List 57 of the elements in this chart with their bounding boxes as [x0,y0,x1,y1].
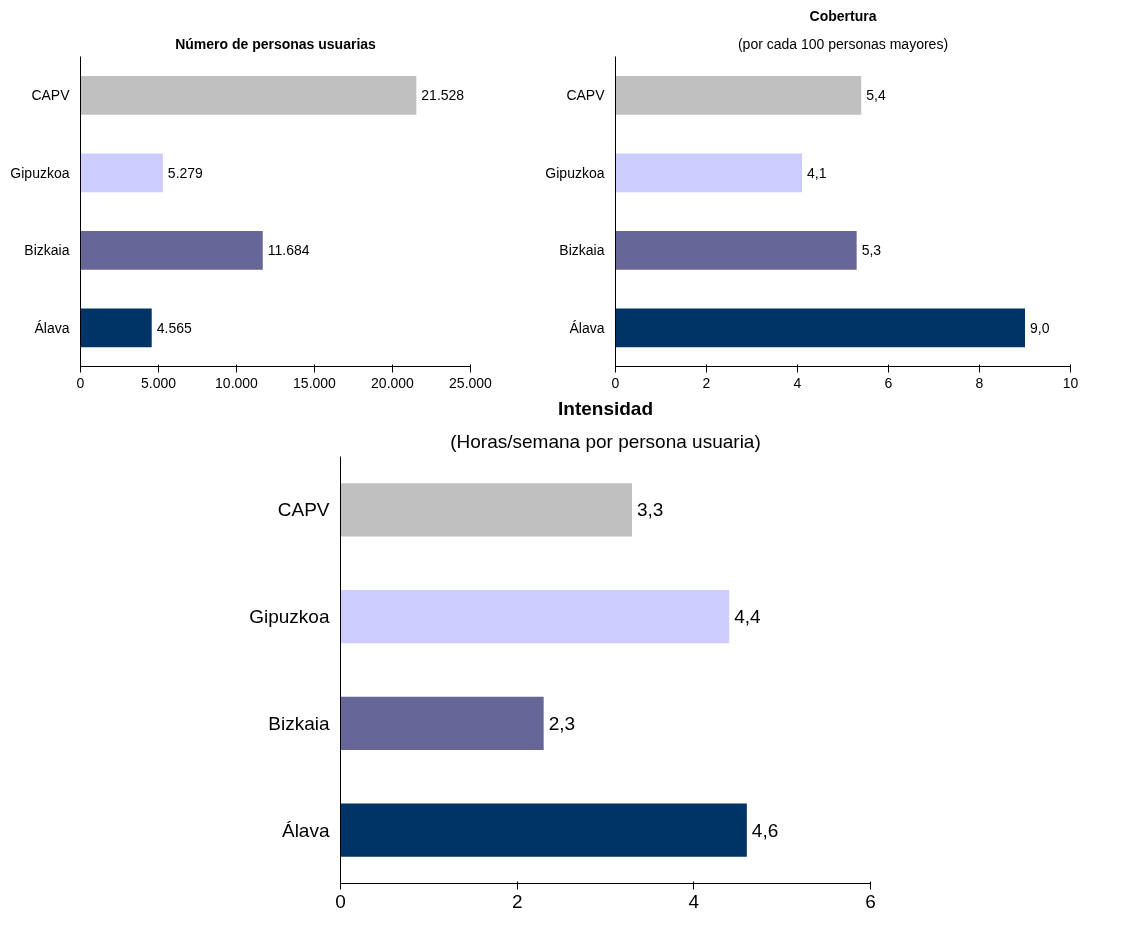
chart-subtitle: (Horas/semana por persona usuaria) [450,430,761,452]
y-tick-label: Gipuzkoa [10,164,70,181]
chart-title: Intensidad [558,397,654,419]
x-tick-label: 2 [702,374,711,391]
x-tick-label: 0 [76,374,85,391]
x-tick-label: 10.000 [215,374,259,391]
x-tick-label: 0 [611,374,620,391]
bar [80,230,263,270]
bar [340,803,747,857]
y-tick-label: Álava [34,319,70,336]
bar [615,308,1025,348]
data-label: 5.279 [167,164,204,181]
y-tick-label: Álava [569,319,605,336]
bar [80,75,417,115]
x-tick-label: 0 [335,890,346,912]
chart-title: Número de personas usuarias [175,35,377,52]
x-tick-label: 6 [865,890,876,912]
x-tick-label: 25.000 [449,374,493,391]
x-tick-label: 20.000 [371,374,415,391]
bar [340,589,730,644]
chart-subtitle: (por cada 100 personas mayores) [737,35,949,52]
data-label: 9,0 [1030,319,1050,336]
data-label: 2,3 [548,712,576,734]
x-tick-label: 4 [793,374,802,391]
x-tick-label: 15.000 [293,374,337,391]
data-label: 4,4 [734,606,762,628]
data-label: 21.528 [421,87,465,104]
data-label: 4,1 [807,164,827,181]
x-tick-label: 6 [884,374,893,391]
y-tick-label: Bizkaia [268,712,330,734]
bar [340,696,544,751]
bar [615,75,862,115]
y-tick-label: Álava [281,819,330,841]
bar [340,483,632,537]
chart-title: Cobertura [809,7,877,24]
y-tick-label: Gipuzkoa [249,606,330,628]
y-tick-label: Gipuzkoa [545,164,605,181]
x-tick-label: 10 [1062,374,1079,391]
bar [615,153,803,193]
x-tick-label: 5.000 [140,374,177,391]
data-label: 5,4 [866,87,886,104]
bar [80,153,163,193]
data-label: 11.684 [267,242,310,259]
x-tick-label: 4 [688,890,700,912]
y-tick-label: CAPV [566,87,606,104]
y-tick-label: CAPV [31,87,71,104]
bar [80,308,152,348]
data-label: 3,3 [637,499,664,521]
y-tick-label: CAPV [277,499,330,521]
bar [615,230,857,270]
y-tick-label: Bizkaia [24,242,70,259]
data-label: 5,3 [861,242,882,259]
y-tick-label: Bizkaia [559,242,605,259]
x-tick-label: 2 [511,890,523,912]
data-label: 4.565 [156,319,192,336]
x-tick-label: 8 [975,374,984,391]
data-label: 4,6 [751,819,779,841]
